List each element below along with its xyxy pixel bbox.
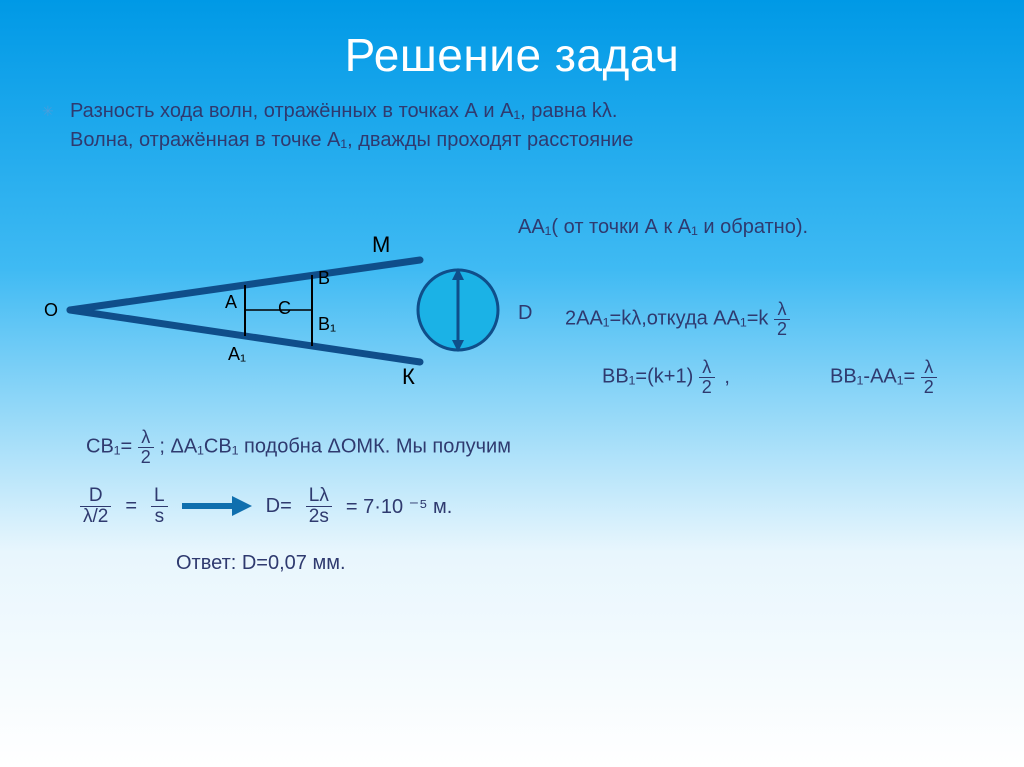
slide-title: Решение задач (0, 0, 1024, 82)
eq-BB: BB₁=(k+1) λ 2 , (602, 358, 730, 397)
frac-L-s: L s (151, 486, 168, 527)
eq-CB: CB₁= λ 2 ; ΔА₁CB₁ подобна ΔОМК. Мы получ… (86, 428, 511, 467)
answer-line: Ответ: D=0,07 мм. (176, 552, 346, 575)
label-A1: A₁ (228, 344, 246, 365)
label-A: A (225, 292, 237, 313)
frac-D-l2: D λ/2 (80, 486, 111, 527)
text-line-right: АА₁( от точки А к А₁ и обратно). (518, 216, 808, 239)
label-C: C (278, 298, 291, 319)
label-B1: B₁ (318, 314, 336, 335)
eq-2AA: 2АА₁=kλ,откуда АА₁=k λ 2 (565, 300, 790, 339)
slide: Решение задач Разность хода волн, отражё… (0, 0, 1024, 767)
frac-lambda-2-b: λ 2 (699, 358, 715, 397)
label-K: К (402, 364, 415, 390)
text-bullet: Разность хода волн, отражённых в точках … (70, 100, 984, 123)
frac-lambda-2-c: λ 2 (921, 358, 937, 397)
label-O: О (44, 300, 58, 321)
frac-Ll-2s: Lλ 2s (306, 486, 332, 527)
frac-lambda-2-d: λ 2 (138, 428, 154, 467)
label-B: B (318, 268, 330, 289)
frac-lambda-2-a: λ 2 (774, 300, 790, 339)
eq-BBAA: BB₁-АА₁= λ 2 (830, 358, 937, 397)
arrow-icon (182, 498, 252, 514)
text-line-2: Волна, отражённая в точке А₁, дважды про… (70, 129, 984, 152)
label-M: M (372, 232, 390, 258)
eq-2AA-text: 2АА₁=kλ,откуда АА₁=k (565, 308, 768, 330)
content-area: Разность хода волн, отражённых в точках … (0, 82, 1024, 152)
diagram: О A B C B₁ A₁ M К (50, 220, 520, 390)
eq-main-row: D λ/2 = L s D= Lλ 2s = 7·10 ⁻⁵ м. (80, 486, 452, 527)
label-D: D (518, 302, 532, 325)
